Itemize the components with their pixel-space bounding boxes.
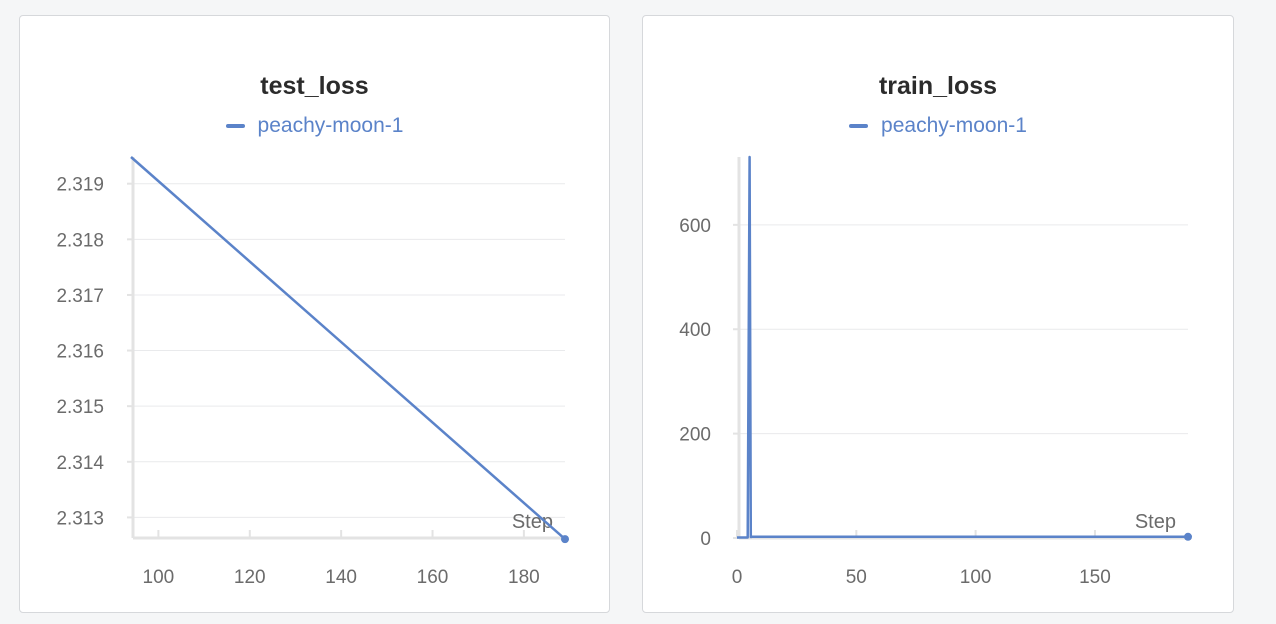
series-end-point: [1184, 532, 1192, 541]
chart-title: test_loss: [260, 72, 369, 100]
x-tick-label: 140: [325, 567, 357, 588]
y-tick-label: 600: [679, 216, 711, 237]
x-tick-label: 160: [417, 567, 449, 588]
legend[interactable]: peachy-moon-1: [643, 114, 1233, 138]
x-tick-label: 100: [143, 567, 175, 588]
test-loss-panel: test_loss peachy-moon-1 2.313 2.314 2.315 2…: [19, 15, 610, 613]
chart-title: train_loss: [878, 72, 998, 100]
test-loss-plot[interactable]: 2.313 2.314 2.315 2.316 2.317 2.318 2.319 100 12…: [20, 16, 610, 613]
x-tick-label: 0: [732, 567, 743, 588]
y-tick-label: 400: [679, 320, 711, 341]
legend[interactable]: peachy-moon-1: [20, 114, 609, 138]
legend-label: peachy-moon-1: [257, 114, 404, 137]
y-tick-label: 2.319: [56, 175, 104, 196]
legend-label: peachy-moon-1: [881, 114, 1027, 137]
y-tick-label: 2.316: [56, 342, 104, 363]
legend-swatch: [849, 124, 869, 128]
y-tick-label: 2.315: [56, 397, 104, 418]
series-end-point: [561, 535, 569, 544]
y-tick-label: 200: [679, 425, 711, 446]
y-tick-label: 2.317: [56, 286, 104, 307]
train-loss-panel: train_loss peachy-moon-1 0 200 400 600 0 50 10…: [642, 15, 1234, 613]
x-axis-label: Step: [512, 511, 553, 533]
x-tick-label: 180: [508, 567, 540, 588]
series-line: [130, 156, 566, 541]
x-tick-label: 50: [846, 567, 867, 588]
x-axis-label: Step: [1135, 511, 1176, 533]
series-line: [737, 155, 1188, 539]
legend-swatch: [225, 124, 245, 128]
train-loss-plot[interactable]: 0 200 400 600 0 50 100 150 Step: [643, 16, 1234, 613]
y-tick-label: 2.313: [56, 508, 104, 529]
y-tick-label: 0: [700, 529, 711, 550]
x-tick-label: 100: [960, 567, 992, 588]
x-tick-label: 150: [1079, 567, 1111, 588]
y-tick-label: 2.318: [56, 230, 104, 251]
x-tick-label: 120: [234, 567, 266, 588]
y-tick-label: 2.314: [56, 453, 104, 474]
